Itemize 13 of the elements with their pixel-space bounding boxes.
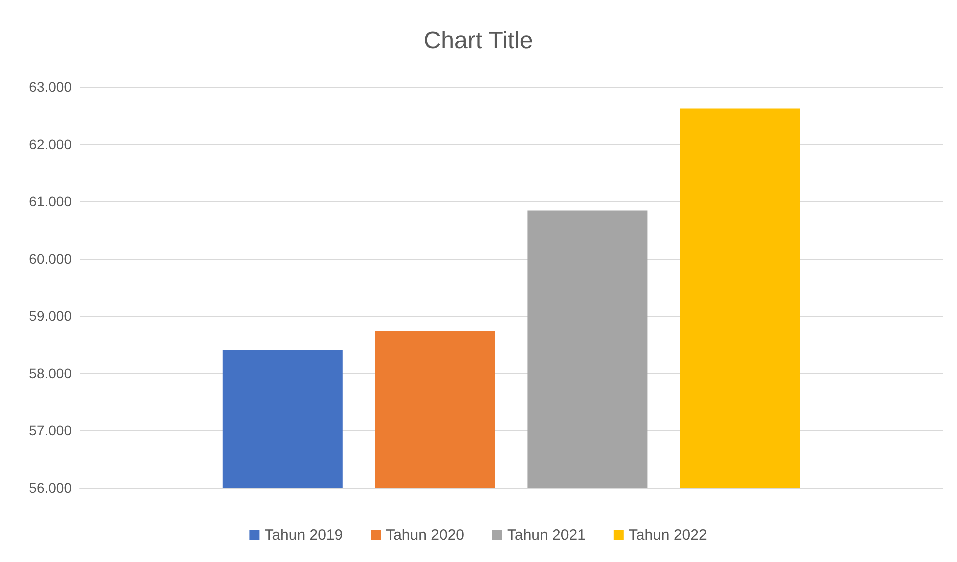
chart-title: Chart Title (424, 28, 534, 54)
y-tick-label: 59.000 (29, 308, 72, 324)
y-tick-label: 58.000 (29, 365, 72, 382)
legend-label: Tahun 2021 (508, 527, 586, 544)
y-tick-label: 63.000 (29, 79, 72, 95)
y-tick-label: 56.000 (29, 480, 72, 496)
legend-label: Tahun 2020 (386, 527, 464, 544)
y-tick-label: 60.000 (29, 250, 72, 267)
y-tick-label: 61.000 (29, 194, 72, 210)
y-tick-label: 57.000 (29, 422, 72, 439)
y-tick-label: 62.000 (29, 136, 72, 152)
legend-label: Tahun 2019 (264, 527, 344, 544)
legend-label: Tahun 2022 (628, 527, 708, 544)
